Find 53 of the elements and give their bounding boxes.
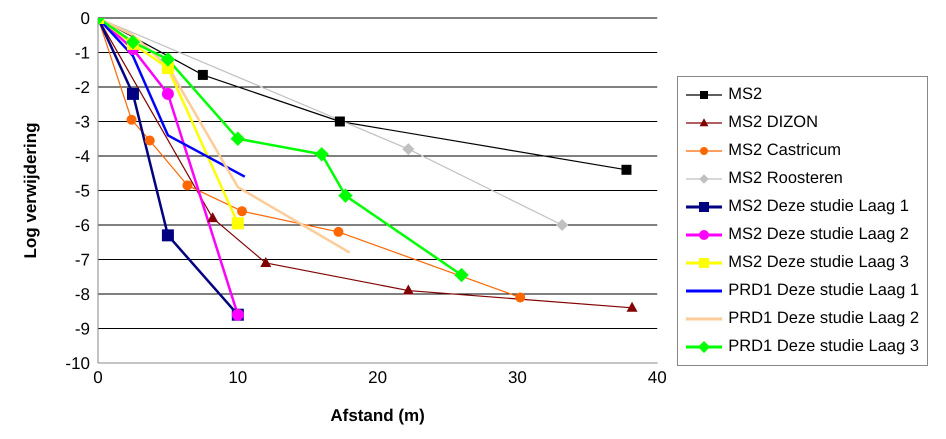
y-tick-label: -7 [74,250,90,270]
y-tick-label: -9 [74,320,90,339]
y-tick-label: -1 [74,44,90,63]
point [334,116,345,126]
point [621,164,632,175]
legend-label: PRD1 Deze studie Laag 2 [728,309,919,328]
x-axis-title: Afstand (m) [330,406,425,425]
point [160,52,176,67]
point [198,70,208,80]
x-tick-label: 40 [648,368,667,388]
point [237,206,247,216]
y-tick-label: -4 [74,147,90,166]
x-tick-label: 0 [93,368,103,388]
legend-label: MS2 Roosteren [728,169,843,188]
point [515,292,526,302]
point [207,212,218,222]
point [402,284,414,295]
point [144,135,155,146]
y-tick-label: -8 [74,285,90,304]
legend-label: MS2 Deze studie Laag 1 [728,197,909,216]
point [260,256,272,267]
point [626,302,638,312]
legend-label: MS2 [728,85,762,104]
x-tick-label: 20 [368,368,388,388]
point [333,226,344,237]
legend-label: MS2 DIZON [728,113,818,132]
point [162,229,174,242]
point [230,132,246,146]
x-tick-label: 30 [508,368,527,388]
point [162,88,174,100]
point [126,88,139,100]
point [126,34,140,50]
point [126,114,137,125]
point [556,219,568,231]
point [232,217,244,230]
y-tick-label: 0 [80,9,90,28]
legend-label: MS2 Castricum [728,141,841,160]
y-axis-title: Log verwijdering [21,122,40,259]
point [314,147,329,162]
x-tick-label: 10 [228,368,248,388]
y-tick-label: -2 [74,78,90,98]
y-tick-label: -3 [74,112,90,132]
y-tick-label: -6 [74,216,90,236]
point [338,188,353,203]
legend-label: MS2 Deze studie Laag 3 [728,253,909,272]
point [182,180,192,190]
legend-label: MS2 Deze studie Laag 2 [728,225,909,244]
legend-label: PRD1 Deze studie Laag 3 [728,337,919,356]
point [454,268,469,282]
point [402,143,414,156]
legend-label: PRD1 Deze studie Laag 1 [728,281,919,300]
y-tick-label: -10 [65,354,90,374]
y-tick-label: -5 [74,182,90,201]
